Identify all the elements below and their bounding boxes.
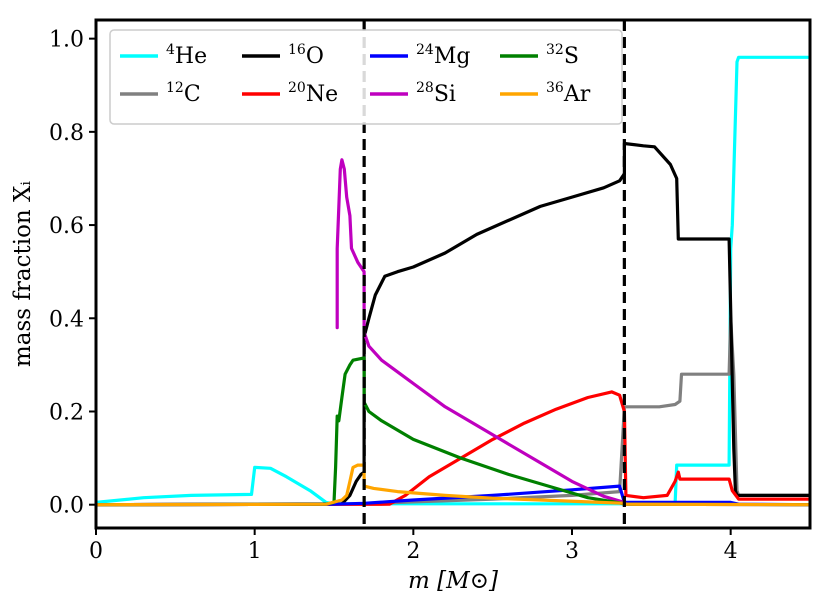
x-axis-label: m [M⊙] [408, 568, 498, 594]
legend-items: 4He 12C 16O 20Ne 24Mg 28Si 32S 36Ar [120, 42, 591, 107]
y-tick-label: 0.2 [49, 400, 84, 425]
y-tick-label: 1.0 [49, 28, 84, 53]
legend-label-he4: 4He [166, 42, 207, 69]
legend-box [109, 29, 623, 125]
series-line-o16 [96, 141, 810, 507]
x-tick-label: 0 [89, 539, 103, 564]
y-tick-label: 0.4 [49, 307, 84, 332]
y-tick-label: 0.8 [49, 121, 84, 146]
y-tick-label: 0.6 [49, 214, 84, 239]
x-tick-label: 4 [724, 539, 738, 564]
legend-label-si28: 28Si [416, 80, 456, 107]
y-tick-label: 0.0 [49, 494, 84, 519]
legend-label-ar36: 36Ar [546, 80, 591, 107]
legend: 4He 12C 16O 20Ne 24Mg 28Si 32S 36Ar [109, 29, 623, 125]
x-tick-label: 1 [248, 539, 262, 564]
series-line-s32 [96, 356, 810, 507]
series-line-si28 [335, 158, 810, 507]
legend-label-ne20: 20Ne [288, 80, 338, 107]
series-line-ne20 [96, 390, 810, 507]
x-tick-label: 2 [406, 539, 420, 564]
y-axis-label: mass fraction Xᵢ [10, 181, 36, 367]
plot-frame [94, 18, 812, 530]
x-tick-label: 3 [565, 539, 579, 564]
series-line-c12 [96, 316, 810, 507]
legend-label-mg24: 24Mg [416, 42, 470, 69]
axis-ticks: 0 1 2 3 4 0.0 0.2 0.4 0.6 0.8 1.0 [49, 28, 738, 564]
legend-label-s32: 32S [546, 42, 579, 69]
legend-label-c12: 12C [166, 80, 201, 107]
legend-label-o16: 16O [288, 42, 324, 69]
series-line-ar36 [96, 463, 810, 507]
